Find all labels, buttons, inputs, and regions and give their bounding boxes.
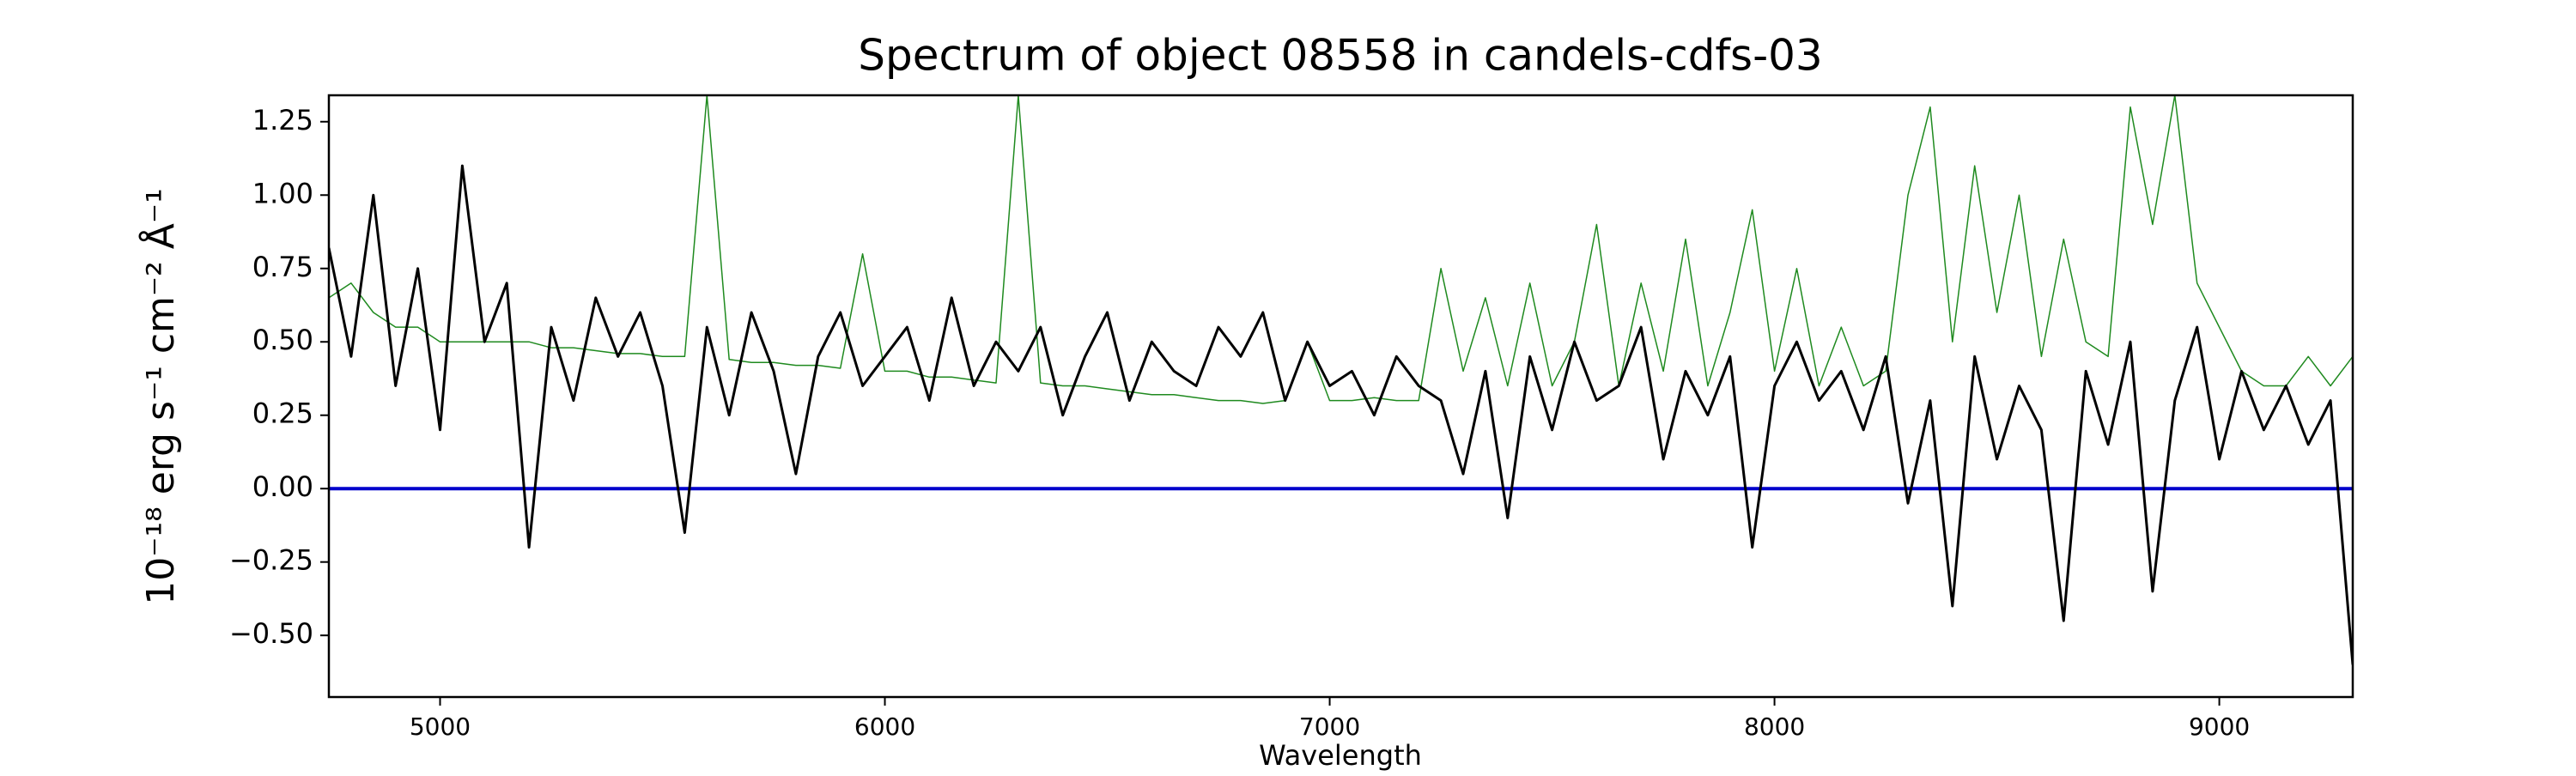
- chart-title: Spectrum of object 08558 in candels-cdfs…: [858, 31, 1823, 81]
- spectrum-line: [329, 95, 2353, 404]
- y-tick-label: −0.50: [229, 617, 313, 650]
- y-tick-label: 1.00: [252, 177, 313, 209]
- y-tick-label: −0.25: [229, 544, 313, 577]
- x-tick-label: 8000: [1744, 712, 1805, 741]
- spectrum-line: [329, 164, 2353, 665]
- y-tick-label: 1.25: [252, 104, 313, 136]
- x-tick-label: 9000: [2189, 712, 2250, 741]
- y-tick-label: 0.75: [252, 251, 313, 283]
- x-tick-label: 5000: [410, 712, 471, 741]
- plot-area: [329, 95, 2353, 665]
- y-tick-label: 0.50: [252, 324, 313, 356]
- y-axis-label: 10⁻¹⁸ erg s⁻¹ cm⁻² Å⁻¹: [137, 188, 183, 604]
- x-axis-label: Wavelength: [1259, 739, 1422, 772]
- y-tick-label: 0.00: [252, 470, 313, 503]
- y-tick-label: 0.25: [252, 397, 313, 430]
- x-tick-label: 7000: [1299, 712, 1360, 741]
- x-tick-label: 6000: [854, 712, 915, 741]
- plot-frame: [327, 94, 2354, 699]
